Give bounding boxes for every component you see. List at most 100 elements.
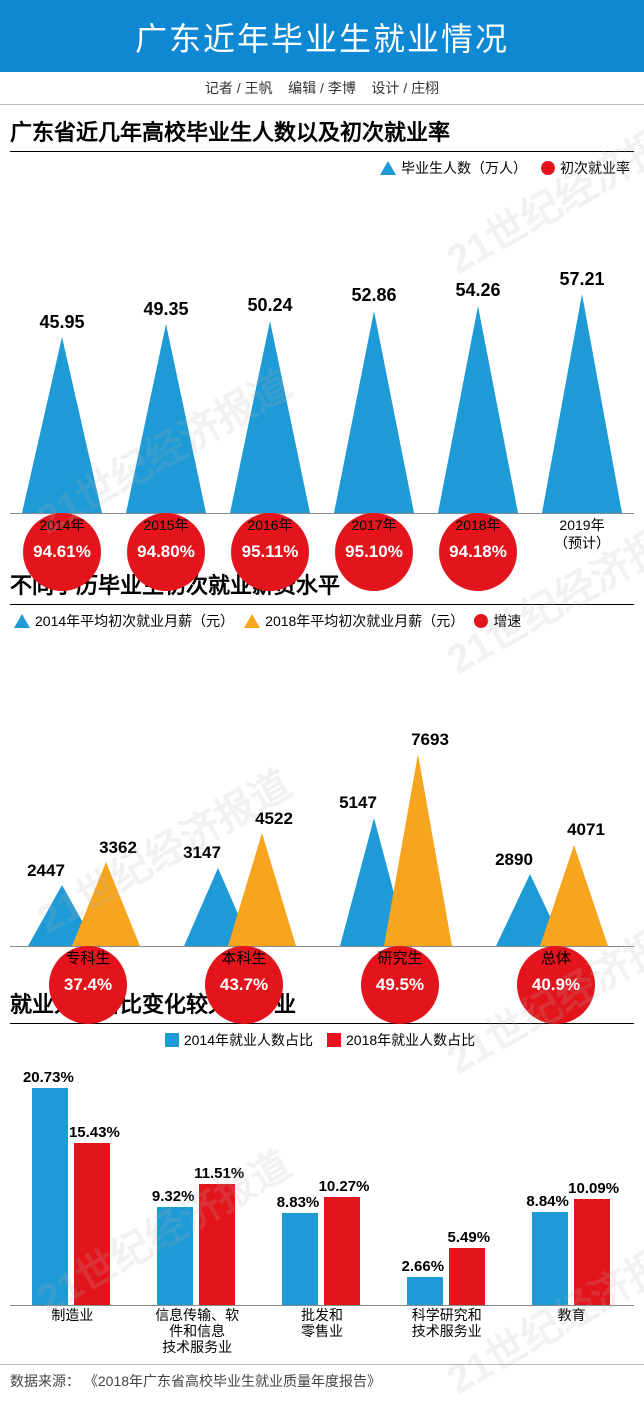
section-2-title: 不同学历毕业生初次就业薪资水平 [10,558,634,605]
chart3-legend: 2014年就业人数占比 2018年就业人数占比 [10,1028,634,1056]
x-label: 2017年 [322,515,426,535]
section-1-title: 广东省近几年高校毕业生人数以及初次就业率 [10,105,634,152]
x-label: 2016年 [218,515,322,535]
x-label: 专科生 [10,947,166,968]
legend-rate-label: 初次就业率 [560,158,630,178]
bar-2018-value: 11.51% [189,1165,249,1182]
bar-2018 [74,1143,110,1305]
legend-c3-2018-label: 2018年就业人数占比 [346,1030,475,1050]
salary-2018-triangle [384,754,452,946]
editor-label: 编辑 / [288,80,324,96]
bar-2018-value: 15.43% [64,1124,124,1141]
source-label: 数据来源： [10,1373,80,1389]
legend-2014: 2014年平均初次就业月薪（元） [14,611,234,631]
bar-2018 [449,1248,485,1306]
x-label: 制造业 [10,1305,134,1325]
legend-c3-2014-label: 2014年就业人数占比 [184,1030,313,1050]
bar-2018 [199,1184,235,1305]
section-3: 就业人数占比变化较大的行业 2014年就业人数占比 2018年就业人数占比 20… [0,977,644,1306]
reporter: 王帆 [245,80,273,96]
editor: 李博 [328,80,356,96]
count-triangle [126,324,206,513]
legend-growth: 增速 [474,611,521,631]
chart1-plot: 45.9594.61%2014年49.3594.80%2015年50.2495.… [10,184,634,514]
salary-2018-triangle [228,833,296,946]
chart2-legend: 2014年平均初次就业月薪（元） 2018年平均初次就业月薪（元） 增速 [10,609,634,637]
count-triangle [542,294,622,513]
chart1-legend: 毕业生人数（万人） 初次就业率 [10,156,634,184]
x-label: 本科生 [166,947,322,968]
salary-2014-value: 2447 [16,861,76,881]
square-icon [165,1033,179,1047]
legend-rate: 初次就业率 [541,158,630,178]
x-label: 教育 [510,1305,634,1325]
legend-count-label: 毕业生人数（万人） [401,158,527,178]
legend-growth-label: 增速 [493,611,521,631]
circle-icon [541,161,555,175]
bar-2014 [407,1277,443,1305]
bar-2014-value: 8.83% [268,1194,328,1211]
x-label: 总体 [478,947,634,968]
x-label: 2019年 [530,515,634,535]
credits-row: 记者 / 王帆 编辑 / 李博 设计 / 庄栩 [0,72,644,105]
source-text: 《2018年广东省高校毕业生就业质量年度报告》 [84,1373,381,1389]
salary-2018-value: 7693 [400,730,460,750]
legend-2018: 2018年平均初次就业月薪（元） [244,611,464,631]
count-triangle [22,337,102,513]
count-triangle [334,311,414,513]
designer-label: 设计 / [371,80,407,96]
x-label: 研究生 [322,947,478,968]
circle-icon [474,614,488,628]
bar-2018 [324,1197,360,1305]
designer: 庄栩 [411,80,439,96]
count-value: 49.35 [114,299,218,320]
page-header: 广东近年毕业生就业情况 [0,0,644,72]
x-label: 2015年 [114,515,218,535]
page-title: 广东近年毕业生就业情况 [135,21,509,57]
bar-2014 [32,1088,68,1305]
bar-2014 [532,1212,568,1305]
salary-2018-value: 4522 [244,809,304,829]
triangle-icon [244,614,260,628]
count-value: 54.26 [426,280,530,301]
x-label: 2014年 [10,515,114,535]
square-icon [327,1033,341,1047]
bar-2014-value: 20.73% [18,1069,78,1086]
count-value: 45.95 [10,312,114,333]
legend-c3-2018: 2018年就业人数占比 [327,1030,475,1050]
salary-2014-value: 3147 [172,843,232,863]
salary-2018-triangle [72,862,140,946]
legend-c3-2014: 2014年就业人数占比 [165,1030,313,1050]
count-triangle [230,321,310,513]
chart3-plot: 20.73%15.43%制造业9.32%11.51%信息传输、软件和信息技术服务… [10,1056,634,1306]
count-triangle [438,306,518,513]
count-value: 50.24 [218,295,322,316]
reporter-label: 记者 / [205,80,241,96]
count-value: 52.86 [322,285,426,306]
bar-2014 [282,1213,318,1306]
triangle-icon [14,614,30,628]
bar-2014-value: 9.32% [143,1188,203,1205]
chart2-plot: 2447336237.4%专科生3147452243.7%本科生51477693… [10,637,634,947]
bar-2018-value: 10.27% [314,1178,374,1195]
salary-2018-triangle [540,845,608,946]
bar-2018 [574,1199,610,1305]
legend-2014-label: 2014年平均初次就业月薪（元） [35,611,234,631]
data-source: 数据来源： 《2018年广东省高校毕业生就业质量年度报告》 [0,1364,644,1401]
x-label-sub: （预计） [530,533,634,553]
bar-2014-value: 2.66% [393,1258,453,1275]
x-label: 2018年 [426,515,530,535]
salary-2018-value: 4071 [556,820,616,840]
triangle-icon [380,161,396,175]
x-label: 技术服务业 [385,1321,509,1341]
x-label: 零售业 [260,1321,384,1341]
section-1: 广东省近几年高校毕业生人数以及初次就业率 毕业生人数（万人） 初次就业率 45.… [0,105,644,514]
salary-2014-value: 2890 [484,850,544,870]
section-2: 不同学历毕业生初次就业薪资水平 2014年平均初次就业月薪（元） 2018年平均… [0,558,644,947]
legend-count: 毕业生人数（万人） [380,158,527,178]
legend-2018-label: 2018年平均初次就业月薪（元） [265,611,464,631]
x-label: 技术服务业 [135,1337,259,1357]
salary-2018-value: 3362 [88,838,148,858]
salary-2014-value: 5147 [328,793,388,813]
bar-2014 [157,1207,193,1305]
